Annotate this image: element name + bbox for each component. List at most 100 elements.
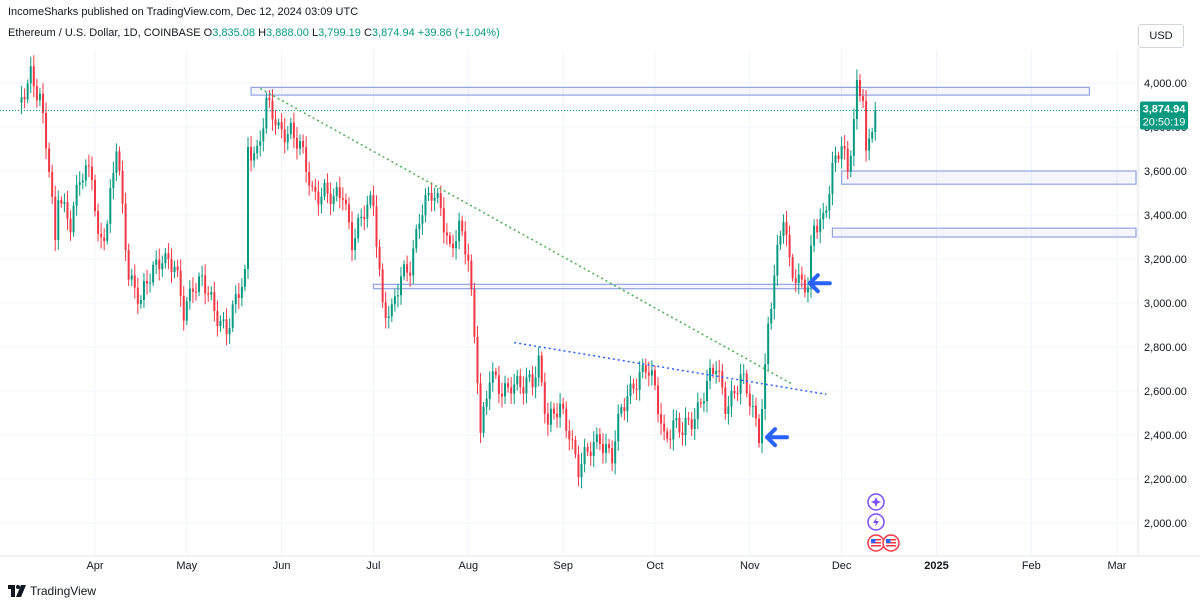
brand-label: TradingView (30, 584, 97, 598)
candle-body (406, 264, 409, 273)
candle-body (623, 407, 626, 412)
price-axis[interactable]: 2,000.00 2,200.00 2,400.00 2,600.00 2,800.00… (1144, 78, 1187, 530)
candle-body (384, 302, 387, 319)
candle (730, 380, 733, 417)
candle-body (341, 198, 344, 200)
candle-body (280, 122, 283, 130)
candle-body (75, 184, 78, 206)
candle (97, 203, 100, 242)
candle-body (641, 365, 644, 373)
candle-body (742, 373, 745, 375)
price-zone-rectangle[interactable] (831, 227, 1137, 238)
candle (586, 442, 589, 457)
candle (568, 419, 571, 451)
candle (142, 272, 145, 309)
candle-body (375, 206, 378, 247)
price-zone-rectangle[interactable] (372, 283, 815, 290)
candle-body (360, 216, 363, 219)
candle (103, 227, 106, 251)
candle-body (286, 134, 289, 143)
candle-body (699, 402, 702, 404)
candle-body (277, 122, 280, 126)
candle (20, 85, 23, 114)
event-icons (867, 493, 900, 552)
candle-body (396, 295, 399, 297)
price-zone-rectangle[interactable] (841, 170, 1137, 185)
candle-body (709, 367, 712, 381)
candle-body (620, 407, 623, 414)
candle (335, 181, 338, 202)
price-zone-rectangle[interactable] (250, 86, 1091, 96)
candle-body (693, 419, 696, 430)
candle-body (751, 405, 754, 407)
left-arrow-marker[interactable] (764, 427, 789, 448)
time-axis[interactable]: Apr May Jun Jul Aug Sep Oct Nov Dec 2025 Feb Mar (86, 560, 1126, 572)
candle (485, 390, 488, 415)
candle (552, 402, 555, 420)
lightning-event-icon[interactable] (867, 513, 885, 531)
candle (81, 173, 84, 190)
candle-body (207, 293, 210, 295)
candle-body (531, 374, 534, 388)
price-tag-box (1140, 101, 1188, 130)
symbol-title[interactable]: Ethereum / U.S. Dollar, 1D, COINBASE (8, 27, 201, 39)
candle-body (822, 212, 825, 220)
sparkle-event-icon[interactable] (867, 493, 885, 511)
candle-body (831, 162, 834, 195)
candle-body (813, 225, 816, 246)
candle (687, 411, 690, 426)
candle-body (97, 211, 100, 234)
candle (412, 240, 415, 284)
us-flag-event-icon[interactable] (867, 534, 885, 552)
candle (742, 364, 745, 385)
candle-body (201, 275, 204, 277)
candle (149, 273, 152, 293)
candle (852, 108, 855, 167)
candle (246, 137, 249, 279)
currency-button[interactable]: USD (1138, 24, 1184, 48)
candle (562, 397, 565, 415)
candle-body (601, 444, 604, 453)
candle (41, 83, 44, 124)
candle-body (552, 408, 555, 414)
tradingview-brand[interactable]: TradingView (8, 584, 96, 598)
candle (500, 382, 503, 408)
time-tick-label: Mar (1108, 560, 1127, 572)
candle (458, 212, 461, 250)
candle-body (219, 321, 222, 327)
trend-lines[interactable] (259, 87, 827, 396)
candle-body (103, 237, 106, 241)
dotted-trend-line[interactable] (514, 341, 827, 396)
candle (124, 192, 127, 262)
candle-body (791, 257, 794, 279)
candle-body (204, 275, 207, 294)
candle-body (173, 266, 176, 273)
candle-body (862, 96, 865, 101)
candle (650, 360, 653, 386)
horizontal-zones[interactable] (250, 86, 1137, 290)
candle (201, 265, 204, 286)
candle (204, 264, 207, 305)
candle-body (595, 434, 598, 443)
candle-body (188, 288, 191, 302)
candle (638, 361, 641, 401)
left-arrow-marker[interactable] (807, 273, 832, 294)
dotted-trend-line[interactable] (259, 87, 794, 386)
candle (488, 371, 491, 411)
candle-body (485, 398, 488, 407)
candle-body (35, 86, 38, 101)
candle-body (513, 384, 516, 394)
time-tick-label: Oct (646, 560, 663, 572)
candle-body (369, 195, 372, 205)
us-flag-event-icon[interactable] (882, 534, 900, 552)
candle-body (246, 146, 249, 270)
candle-body (761, 409, 764, 444)
candle-body (320, 196, 323, 205)
candle (63, 193, 66, 213)
candle-body (748, 393, 751, 407)
candle-body (381, 269, 384, 303)
candle (791, 253, 794, 282)
candle-body (684, 417, 687, 436)
arrow-markers[interactable] (764, 273, 832, 448)
